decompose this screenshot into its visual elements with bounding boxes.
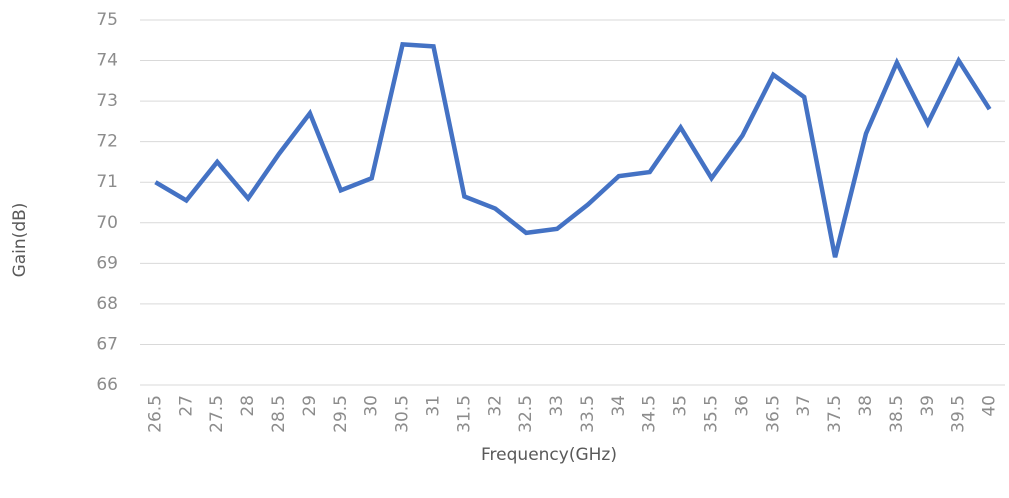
x-tick-label: 32.5: [516, 395, 536, 433]
y-tick-label: 69: [96, 253, 118, 273]
x-tick-label: 28.5: [269, 395, 289, 433]
y-tick-label: 73: [96, 91, 118, 111]
y-tick-label: 70: [96, 213, 118, 233]
x-tick-label: 37: [794, 395, 814, 417]
x-tick-label: 33.5: [578, 395, 598, 433]
x-tick-label: 29: [300, 395, 320, 417]
x-tick-label: 29.5: [331, 395, 351, 433]
x-tick-label: 38.5: [887, 395, 907, 433]
x-tick-label: 35.5: [702, 395, 722, 433]
x-tick-label: 35: [671, 395, 691, 417]
x-tick-label: 27.5: [207, 395, 227, 433]
x-tick-label: 27: [176, 395, 196, 417]
y-tick-label: 72: [96, 132, 118, 152]
x-axis-title: Frequency(GHz): [481, 445, 617, 465]
x-tick-label: 39: [918, 395, 938, 417]
y-axis-title: Gain(dB): [10, 203, 30, 278]
y-tick-label: 66: [96, 375, 118, 395]
x-tick-label: 36: [732, 395, 752, 417]
x-tick-label: 34: [609, 395, 629, 417]
x-tick-label: 38: [856, 395, 876, 417]
y-tick-label: 71: [96, 172, 118, 192]
x-tick-label: 28: [238, 395, 258, 417]
x-tick-label: 26.5: [145, 395, 165, 433]
x-tick-label: 34.5: [640, 395, 660, 433]
y-tick-label: 75: [96, 10, 118, 30]
data-line: [154, 41, 992, 258]
x-tick-label: 40: [980, 395, 1000, 417]
x-tick-label: 30.5: [393, 395, 413, 433]
x-tick-label: 31: [423, 395, 443, 417]
y-tick-label: 68: [96, 294, 118, 314]
y-tick-label: 67: [96, 334, 118, 354]
x-tick-label: 31.5: [454, 395, 474, 433]
x-tick-label: 33: [547, 395, 567, 417]
y-tick-label: 74: [96, 51, 118, 71]
x-tick-label: 30: [362, 395, 382, 417]
x-tick-label: 39.5: [949, 395, 969, 433]
x-tick-label: 32: [485, 395, 505, 417]
x-tick-label: 36.5: [763, 395, 783, 433]
x-tick-label: 37.5: [825, 395, 845, 433]
